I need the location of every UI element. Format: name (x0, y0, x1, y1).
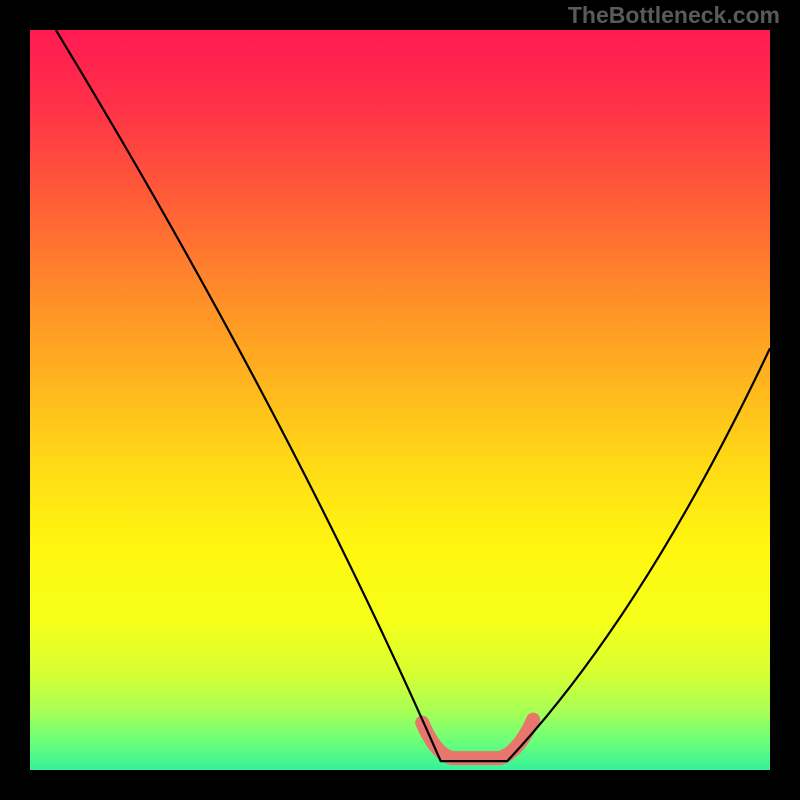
chart-root: TheBottleneck.com (0, 0, 800, 800)
plot-area (30, 30, 770, 770)
bottleneck-curve (56, 30, 770, 761)
watermark-text: TheBottleneck.com (568, 4, 780, 27)
curve-layer (30, 30, 770, 770)
